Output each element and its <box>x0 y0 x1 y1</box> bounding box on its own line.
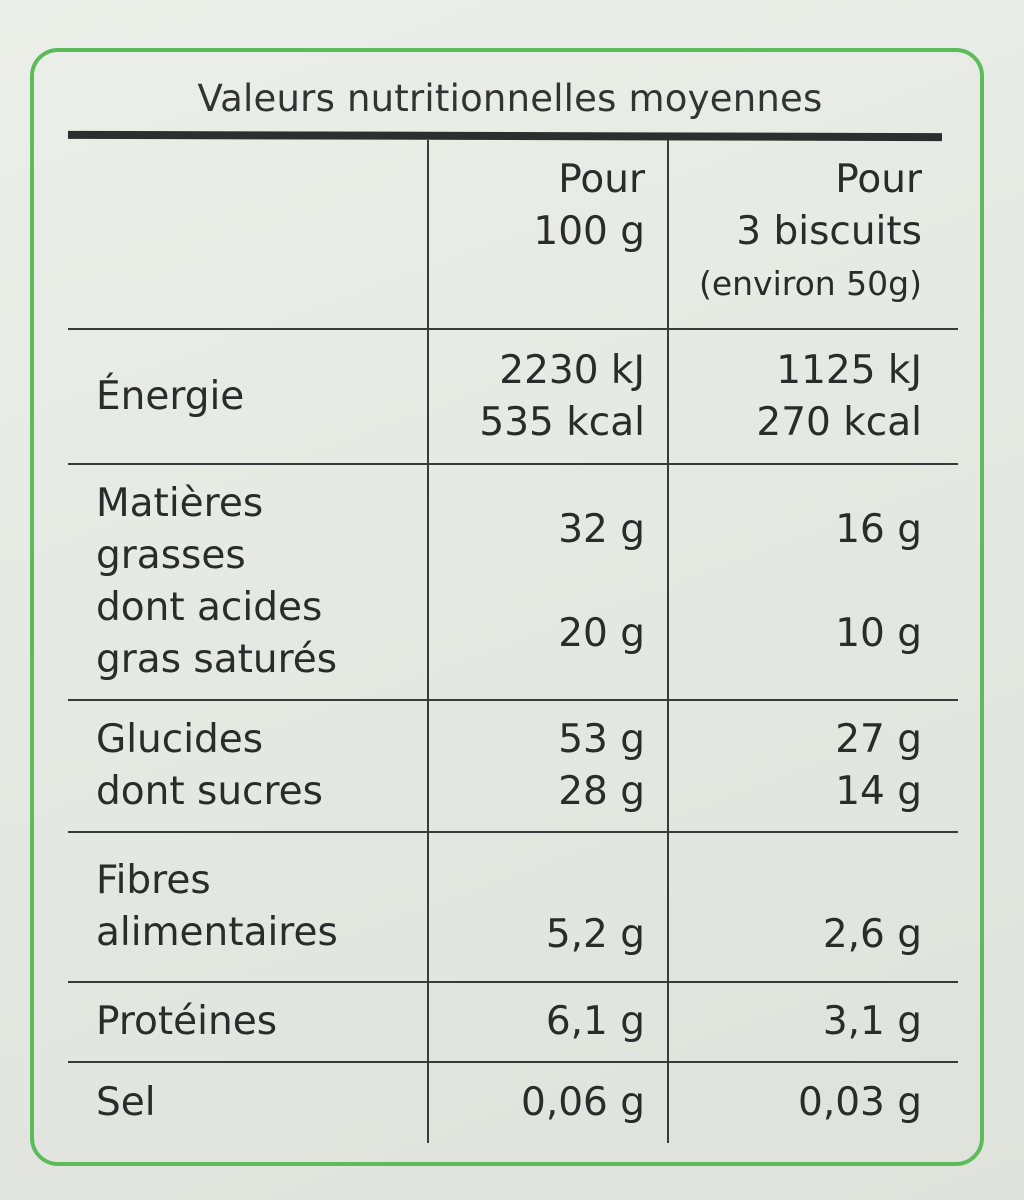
table-row: Sel 0,06 g 0,03 g <box>68 1062 958 1143</box>
table-title: Valeurs nutritionnelles moyennes <box>197 77 823 120</box>
value-line: 27 g <box>835 717 922 762</box>
nutrition-table: Pour 100 g Pour 3 biscuits (environ 50g)… <box>68 140 958 1143</box>
header-col1-line: Pour <box>558 157 645 202</box>
row-label-line: grasses <box>96 533 246 578</box>
row-label-line: Énergie <box>96 373 245 419</box>
row-label-line: Protéines <box>96 999 278 1044</box>
row-value-portion: 2,6 g <box>667 832 958 983</box>
value-line: 16 g <box>835 507 922 552</box>
value-line: 535 kcal <box>479 399 645 445</box>
row-value-100g: 6,1 g <box>427 982 668 1063</box>
header-per-100g: Pour 100 g <box>427 140 668 330</box>
row-label-line: dont sucres <box>96 769 323 814</box>
row-label-sel: Sel <box>68 1062 428 1143</box>
value-line: 270 kcal <box>756 399 922 445</box>
value-line: 5,2 g <box>545 912 645 957</box>
table-row: Énergie 2230 kJ 535 kcal 1125 kJ 270 kca… <box>68 329 958 465</box>
row-label-line: dont acides <box>96 585 323 630</box>
value-line: 14 g <box>835 769 922 814</box>
row-label-fibres: Fibres alimentaires <box>68 832 428 983</box>
row-label-line: Sel <box>96 1080 156 1125</box>
value-line: 6,1 g <box>545 999 645 1044</box>
value-line: 28 g <box>558 769 645 814</box>
row-value-100g: 0,06 g <box>427 1062 668 1143</box>
value-line: 10 g <box>835 611 922 656</box>
value-line: 3,1 g <box>822 999 922 1044</box>
header-row: Pour 100 g Pour 3 biscuits (environ 50g) <box>68 140 958 330</box>
header-col1-line: 100 g <box>533 209 645 254</box>
row-value-100g: 53 g 28 g <box>427 700 668 833</box>
value-line: 20 g <box>558 611 645 656</box>
row-label-glucides: Glucides dont sucres <box>68 700 428 833</box>
header-col2-line: Pour <box>835 157 922 202</box>
row-label-line: Fibres <box>96 858 211 903</box>
row-value-100g: 32 g 20 g <box>427 464 668 701</box>
header-empty-cell <box>68 140 428 330</box>
row-label-line: Glucides <box>96 717 264 762</box>
row-label-line: Matières <box>96 481 264 526</box>
value-line: 0,06 g <box>521 1080 645 1125</box>
value-line: 1125 kJ <box>776 347 922 393</box>
row-value-portion: 3,1 g <box>667 982 958 1063</box>
value-line: 53 g <box>558 717 645 762</box>
row-label-line: gras saturés <box>96 637 338 682</box>
row-value-100g: 5,2 g <box>427 832 668 983</box>
table-row: Matières grasses dont acides gras saturé… <box>68 464 958 701</box>
value-line: 0,03 g <box>798 1080 922 1125</box>
value-line: 2230 kJ <box>499 347 645 393</box>
row-label-proteines: Protéines <box>68 982 428 1063</box>
value-line: 2,6 g <box>822 912 922 957</box>
row-value-portion: 0,03 g <box>667 1062 958 1143</box>
row-value-100g: 2230 kJ 535 kcal <box>427 329 668 465</box>
value-line: 32 g <box>558 507 645 552</box>
table-row: Protéines 6,1 g 3,1 g <box>68 982 958 1063</box>
header-col2-line: (environ 50g) <box>698 264 922 303</box>
row-value-portion: 16 g 10 g <box>667 464 958 701</box>
green-frame <box>30 48 984 1166</box>
table-row: Glucides dont sucres 53 g 28 g 27 g 14 g <box>68 700 958 833</box>
header-per-portion: Pour 3 biscuits (environ 50g) <box>667 140 958 330</box>
header-col2-line: 3 biscuits <box>736 209 922 254</box>
row-label-energie: Énergie <box>68 329 428 465</box>
row-value-portion: 1125 kJ 270 kcal <box>667 329 958 465</box>
table-row: Fibres alimentaires 5,2 g 2,6 g <box>68 832 958 983</box>
row-label-matieres-grasses: Matières grasses dont acides gras saturé… <box>68 464 428 701</box>
row-label-line: alimentaires <box>96 910 338 955</box>
row-value-portion: 27 g 14 g <box>667 700 958 833</box>
